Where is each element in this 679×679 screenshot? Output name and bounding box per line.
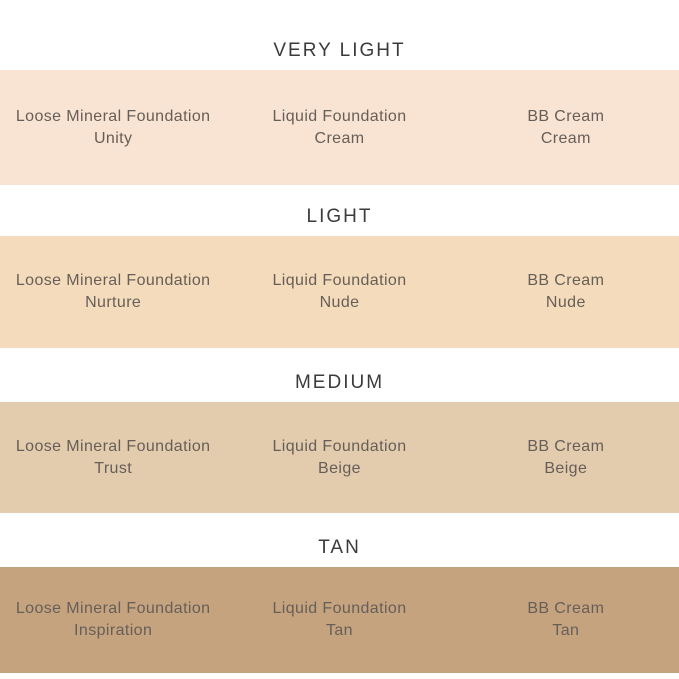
shade-name: Tan (552, 622, 580, 639)
product-cell-liquid-foundation-tan: Liquid Foundation Tan (226, 598, 452, 642)
product-cell-bb-cream-cream: BB Cream Cream (453, 106, 679, 150)
product-cell-liquid-foundation-beige: Liquid Foundation Beige (226, 436, 452, 480)
section-heading-area-medium: MEDIUM (0, 348, 679, 402)
product-cell-loose-mineral-foundation-trust: Loose Mineral Foundation Trust (0, 436, 226, 480)
section-heading-area-light: LIGHT (0, 185, 679, 236)
shade-name: Beige (544, 459, 588, 477)
shade-band-tan: Loose Mineral Foundation Inspiration Liq… (0, 567, 679, 673)
product-name: Loose Mineral Foundation (15, 272, 211, 289)
product-name: Liquid Foundation (272, 272, 407, 289)
product-cell-loose-mineral-foundation-unity: Loose Mineral Foundation Unity (0, 106, 226, 150)
product-cell-bb-cream-nude: BB Cream Nude (453, 270, 679, 314)
section-heading-area-tan: TAN (0, 513, 679, 567)
product-cell-liquid-foundation-nude: Liquid Foundation Nude (226, 270, 452, 314)
shade-name: Nude (319, 294, 360, 311)
product-name: Liquid Foundation (272, 107, 407, 125)
shade-name: Cream (540, 129, 591, 147)
shade-band-medium: Loose Mineral Foundation Trust Liquid Fo… (0, 402, 679, 513)
product-name: BB Cream (527, 437, 605, 455)
product-name: Loose Mineral Foundation (15, 600, 211, 617)
product-cell-liquid-foundation-cream: Liquid Foundation Cream (226, 106, 452, 150)
shade-name: Tan (325, 622, 353, 639)
product-name: Liquid Foundation (272, 437, 407, 455)
product-name: Liquid Foundation (272, 600, 407, 617)
product-name: BB Cream (527, 600, 605, 617)
shade-name: Cream (314, 129, 365, 147)
product-cell-bb-cream-tan: BB Cream Tan (453, 598, 679, 642)
shade-level-heading-tan: TAN (318, 537, 361, 558)
shade-band-very-light: Loose Mineral Foundation Unity Liquid Fo… (0, 70, 679, 185)
product-cell-bb-cream-beige: BB Cream Beige (453, 436, 679, 480)
shade-name: Trust (94, 459, 133, 477)
shade-level-heading-light: LIGHT (306, 206, 373, 227)
product-cell-loose-mineral-foundation-nurture: Loose Mineral Foundation Nurture (0, 270, 226, 314)
shade-name: Nurture (85, 294, 142, 311)
product-name: Loose Mineral Foundation (15, 107, 211, 125)
product-name: BB Cream (527, 272, 605, 289)
shade-level-heading-very-light: VERY LIGHT (273, 40, 406, 61)
shade-level-heading-medium: MEDIUM (294, 372, 385, 393)
product-cell-loose-mineral-foundation-inspiration: Loose Mineral Foundation Inspiration (0, 598, 226, 642)
shade-name: Nude (545, 294, 586, 311)
product-name: BB Cream (527, 107, 605, 125)
shade-band-light: Loose Mineral Foundation Nurture Liquid … (0, 236, 679, 348)
shade-name: Inspiration (74, 622, 153, 639)
shade-name: Beige (318, 459, 361, 477)
section-heading-area-very-light: VERY LIGHT (0, 0, 679, 70)
shade-name: Unity (93, 129, 133, 147)
product-name: Loose Mineral Foundation (15, 437, 211, 455)
